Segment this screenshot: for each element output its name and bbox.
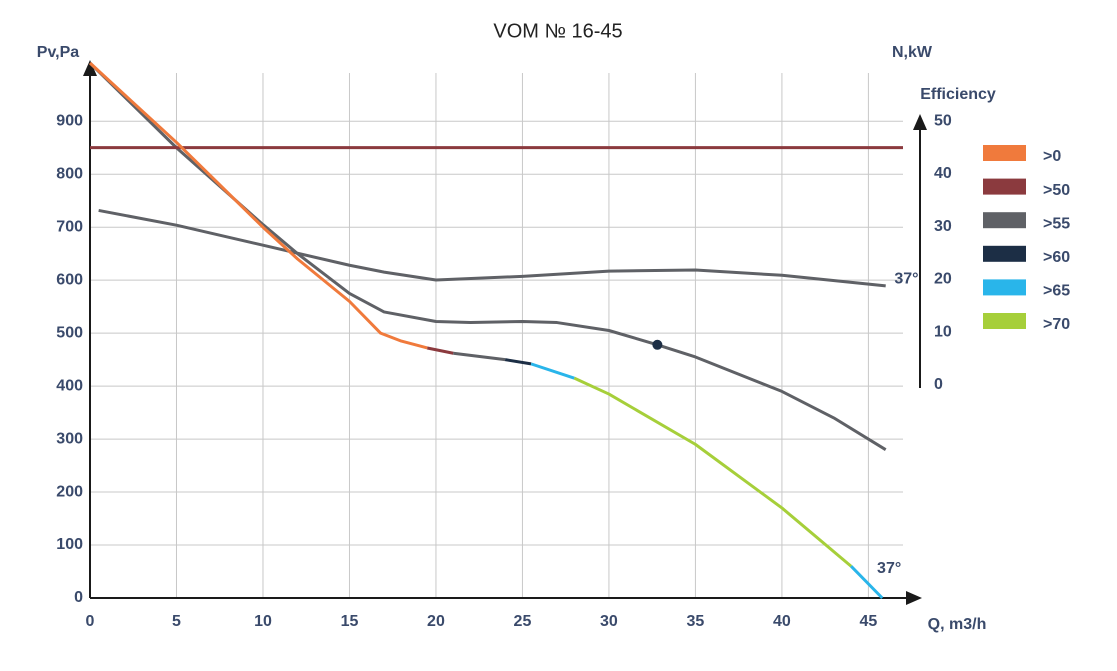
y2-axis-label: N,kW (892, 44, 933, 61)
y2-tick-label: 30 (934, 218, 952, 235)
y2-tick-label: 10 (934, 323, 952, 340)
series-line (98, 208, 886, 288)
y-tick-label: 900 (56, 112, 83, 129)
legend-label: >0 (1043, 148, 1061, 165)
legend-label: >60 (1043, 249, 1070, 266)
series-line (427, 346, 454, 355)
y-arrow (83, 60, 97, 76)
legend-swatch (983, 313, 1026, 329)
x-arrow (906, 591, 922, 605)
legend-swatch (983, 245, 1026, 262)
series-line (88, 61, 887, 451)
y2-tick-label: 0 (934, 376, 943, 393)
x-tick-label: 45 (860, 613, 878, 630)
x-tick-label: 0 (86, 613, 95, 630)
x-tick-label: 10 (254, 613, 272, 630)
y-tick-label: 600 (56, 271, 83, 288)
legend-label: >50 (1043, 182, 1070, 199)
y2-arrow (913, 114, 927, 130)
legend-swatch (983, 178, 1026, 195)
legend-label: >70 (1043, 316, 1070, 333)
y-tick-label: 500 (56, 324, 83, 341)
y-axis-label: Pv,Pa (37, 44, 80, 61)
series-line (504, 358, 532, 366)
axes (83, 60, 927, 605)
chart-title: VOM № 16-45 (493, 20, 622, 42)
legend-swatch (983, 279, 1026, 296)
series-line (88, 61, 428, 350)
annotation: 37° (894, 271, 918, 288)
x-tick-label: 25 (514, 613, 532, 630)
legend-swatch (983, 145, 1026, 161)
x-tick-label: 20 (427, 613, 445, 630)
y2-axis-label: Efficiency (920, 86, 996, 103)
series-line (573, 376, 853, 568)
y-tick-label: 0 (74, 589, 83, 606)
y-tick-label: 700 (56, 218, 83, 235)
annotation: 37° (877, 560, 901, 577)
y2-tick-label: 40 (934, 165, 952, 182)
y-tick-label: 100 (56, 536, 83, 553)
y2-tick-label: 50 (934, 112, 952, 129)
x-tick-label: 15 (341, 613, 359, 630)
y2-tick-label: 20 (934, 271, 952, 288)
series-line (453, 351, 506, 362)
legend-label: >55 (1043, 215, 1070, 232)
x-tick-label: 40 (773, 613, 791, 630)
legend-swatch (983, 212, 1026, 229)
series-line (530, 362, 575, 380)
x-tick-label: 35 (687, 613, 705, 630)
y-tick-label: 400 (56, 377, 83, 394)
y-tick-label: 300 (56, 430, 83, 447)
x-tick-label: 30 (600, 613, 618, 630)
x-axis-label: Q, m3/h (928, 616, 987, 633)
data-point (652, 339, 663, 350)
y-tick-label: 800 (56, 165, 83, 182)
series-line (850, 565, 884, 600)
x-tick-label: 5 (172, 613, 181, 630)
y-tick-label: 200 (56, 483, 83, 500)
legend-label: >65 (1043, 283, 1070, 300)
